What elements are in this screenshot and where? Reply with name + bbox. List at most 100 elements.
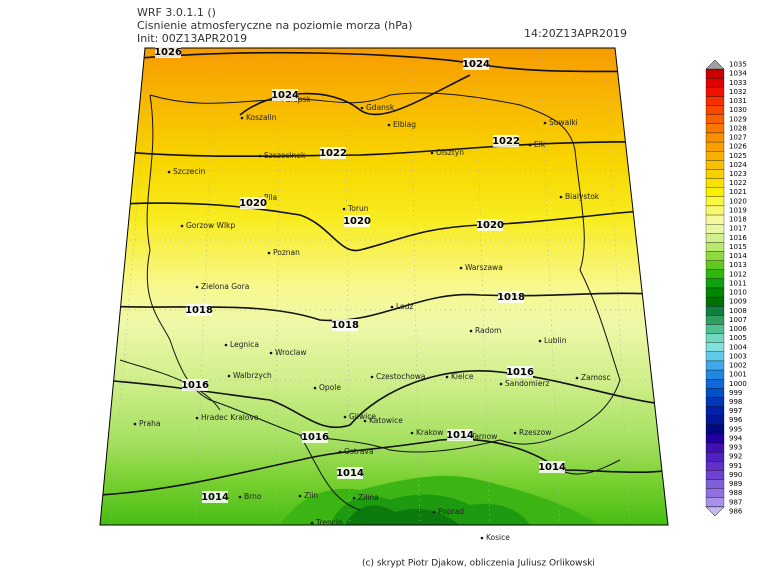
city-dot bbox=[480, 536, 484, 540]
colorbar-swatch bbox=[705, 379, 725, 389]
colorbar-swatch bbox=[705, 452, 725, 462]
colorbar-label: 1018 bbox=[729, 216, 747, 224]
colorbar-swatch bbox=[705, 151, 725, 161]
colorbar-swatch bbox=[705, 242, 725, 252]
colorbar-swatch bbox=[705, 278, 725, 289]
map-area bbox=[100, 48, 668, 525]
city-label: Zielona Gora bbox=[201, 282, 249, 291]
colorbar-label: 1017 bbox=[729, 225, 747, 233]
colorbar-label: 1002 bbox=[729, 362, 747, 370]
city-label: Koszalin bbox=[246, 113, 277, 122]
colorbar-label: 992 bbox=[729, 453, 742, 461]
city-label: Gorzow Wlkp bbox=[186, 221, 235, 230]
colorbar-label: 1020 bbox=[729, 197, 747, 205]
city-dot bbox=[459, 266, 463, 270]
colorbar-swatch bbox=[705, 105, 725, 115]
colorbar-label: 1004 bbox=[729, 343, 747, 351]
city-dot bbox=[390, 305, 394, 309]
city-label: Slupsk bbox=[286, 95, 311, 104]
colorbar-label: 1015 bbox=[729, 243, 747, 251]
colorbar-label: 998 bbox=[729, 398, 742, 406]
contour-label: 1014 bbox=[446, 430, 474, 441]
colorbar-swatch bbox=[705, 333, 725, 343]
colorbar-swatch bbox=[705, 406, 725, 416]
colorbar-swatch bbox=[705, 87, 725, 97]
contour-label-bg bbox=[272, 89, 298, 101]
colorbar-swatch bbox=[705, 260, 725, 270]
colorbar-label: 986 bbox=[729, 507, 743, 515]
contour-label-bg bbox=[332, 319, 358, 331]
colorbar-label: 996 bbox=[729, 416, 743, 424]
city-label: Elk bbox=[534, 140, 546, 149]
city-dot bbox=[430, 151, 434, 155]
colorbar-label: 1005 bbox=[729, 334, 747, 342]
colorbar-swatch bbox=[705, 233, 725, 243]
colorbar-swatch bbox=[705, 397, 725, 407]
pressure-field bbox=[100, 48, 668, 525]
city-dot bbox=[559, 195, 563, 199]
colorbar-label: 1026 bbox=[729, 143, 747, 151]
city-label: Lublin bbox=[544, 336, 567, 345]
colorbar-label: 1032 bbox=[729, 88, 747, 96]
city-dot bbox=[180, 224, 184, 228]
city-label: Poprad bbox=[438, 507, 464, 516]
colorbar-swatch bbox=[705, 132, 725, 143]
city-label: Praha bbox=[139, 419, 160, 428]
contour-label: 1022 bbox=[492, 136, 520, 147]
city-dot bbox=[499, 382, 503, 386]
city-label: Czestochowa bbox=[376, 372, 425, 381]
city-dot bbox=[240, 116, 244, 120]
colorbar-label: 989 bbox=[729, 480, 742, 488]
city-label: Katowice bbox=[369, 416, 403, 425]
colorbar-swatch bbox=[705, 178, 725, 188]
colorbar-label: 1001 bbox=[729, 371, 747, 379]
colorbar-swatch bbox=[705, 296, 725, 307]
contour-label-bg bbox=[447, 429, 473, 441]
city-dot bbox=[342, 207, 346, 211]
city-dot bbox=[513, 431, 517, 435]
contour-label: 1020 bbox=[239, 198, 267, 209]
colorbar-label: 987 bbox=[729, 498, 742, 506]
city-dot bbox=[410, 431, 414, 435]
colorbar-swatch bbox=[705, 141, 725, 152]
colorbar-label: 1027 bbox=[729, 134, 747, 142]
city-label: Zamosc bbox=[581, 373, 611, 382]
colorbar-label: 1022 bbox=[729, 179, 747, 187]
city-label: Elblag bbox=[393, 120, 416, 129]
colorbar-swatch bbox=[705, 187, 725, 197]
city-dot bbox=[543, 121, 547, 125]
city-label: Brno bbox=[244, 492, 262, 501]
country-border bbox=[119, 359, 621, 511]
contour-label-bg bbox=[240, 197, 266, 209]
city-label: Radom bbox=[475, 326, 501, 335]
city-label: Szczecinek bbox=[264, 151, 306, 160]
colorbar-swatch bbox=[705, 351, 725, 362]
colorbar-swatch bbox=[705, 287, 725, 298]
city-label: Sandomierz bbox=[505, 379, 550, 388]
city-dot bbox=[310, 521, 314, 525]
colorbar-swatch bbox=[705, 196, 725, 207]
contour-label: 1014 bbox=[201, 492, 229, 503]
colorbar-swatch bbox=[705, 342, 725, 352]
city-label: Zilina bbox=[358, 493, 379, 502]
colorbar-swatch bbox=[705, 461, 725, 471]
city-label: Olsztyn bbox=[436, 148, 464, 157]
colorbar-label: 1031 bbox=[729, 97, 747, 105]
city-dot bbox=[195, 285, 199, 289]
city-dot bbox=[343, 415, 347, 419]
colorbar-label: 1000 bbox=[729, 380, 747, 388]
city-dot bbox=[313, 386, 317, 390]
contour-label: 1016 bbox=[181, 380, 209, 391]
colorbar-swatch bbox=[705, 160, 725, 170]
colorbar-label: 995 bbox=[729, 425, 742, 433]
city-dot bbox=[338, 450, 342, 454]
contour-label: 1016 bbox=[301, 432, 329, 443]
colorbar-swatch bbox=[705, 442, 725, 453]
colorbar-swatch bbox=[705, 205, 725, 216]
city-label: Poznan bbox=[273, 248, 300, 257]
valid-time: 14:20Z13APR2019 bbox=[524, 27, 627, 40]
contour-label-bg bbox=[344, 215, 370, 227]
colorbar-swatch bbox=[705, 324, 725, 334]
city-dot bbox=[469, 329, 473, 333]
colorbar-cap bbox=[705, 59, 725, 70]
